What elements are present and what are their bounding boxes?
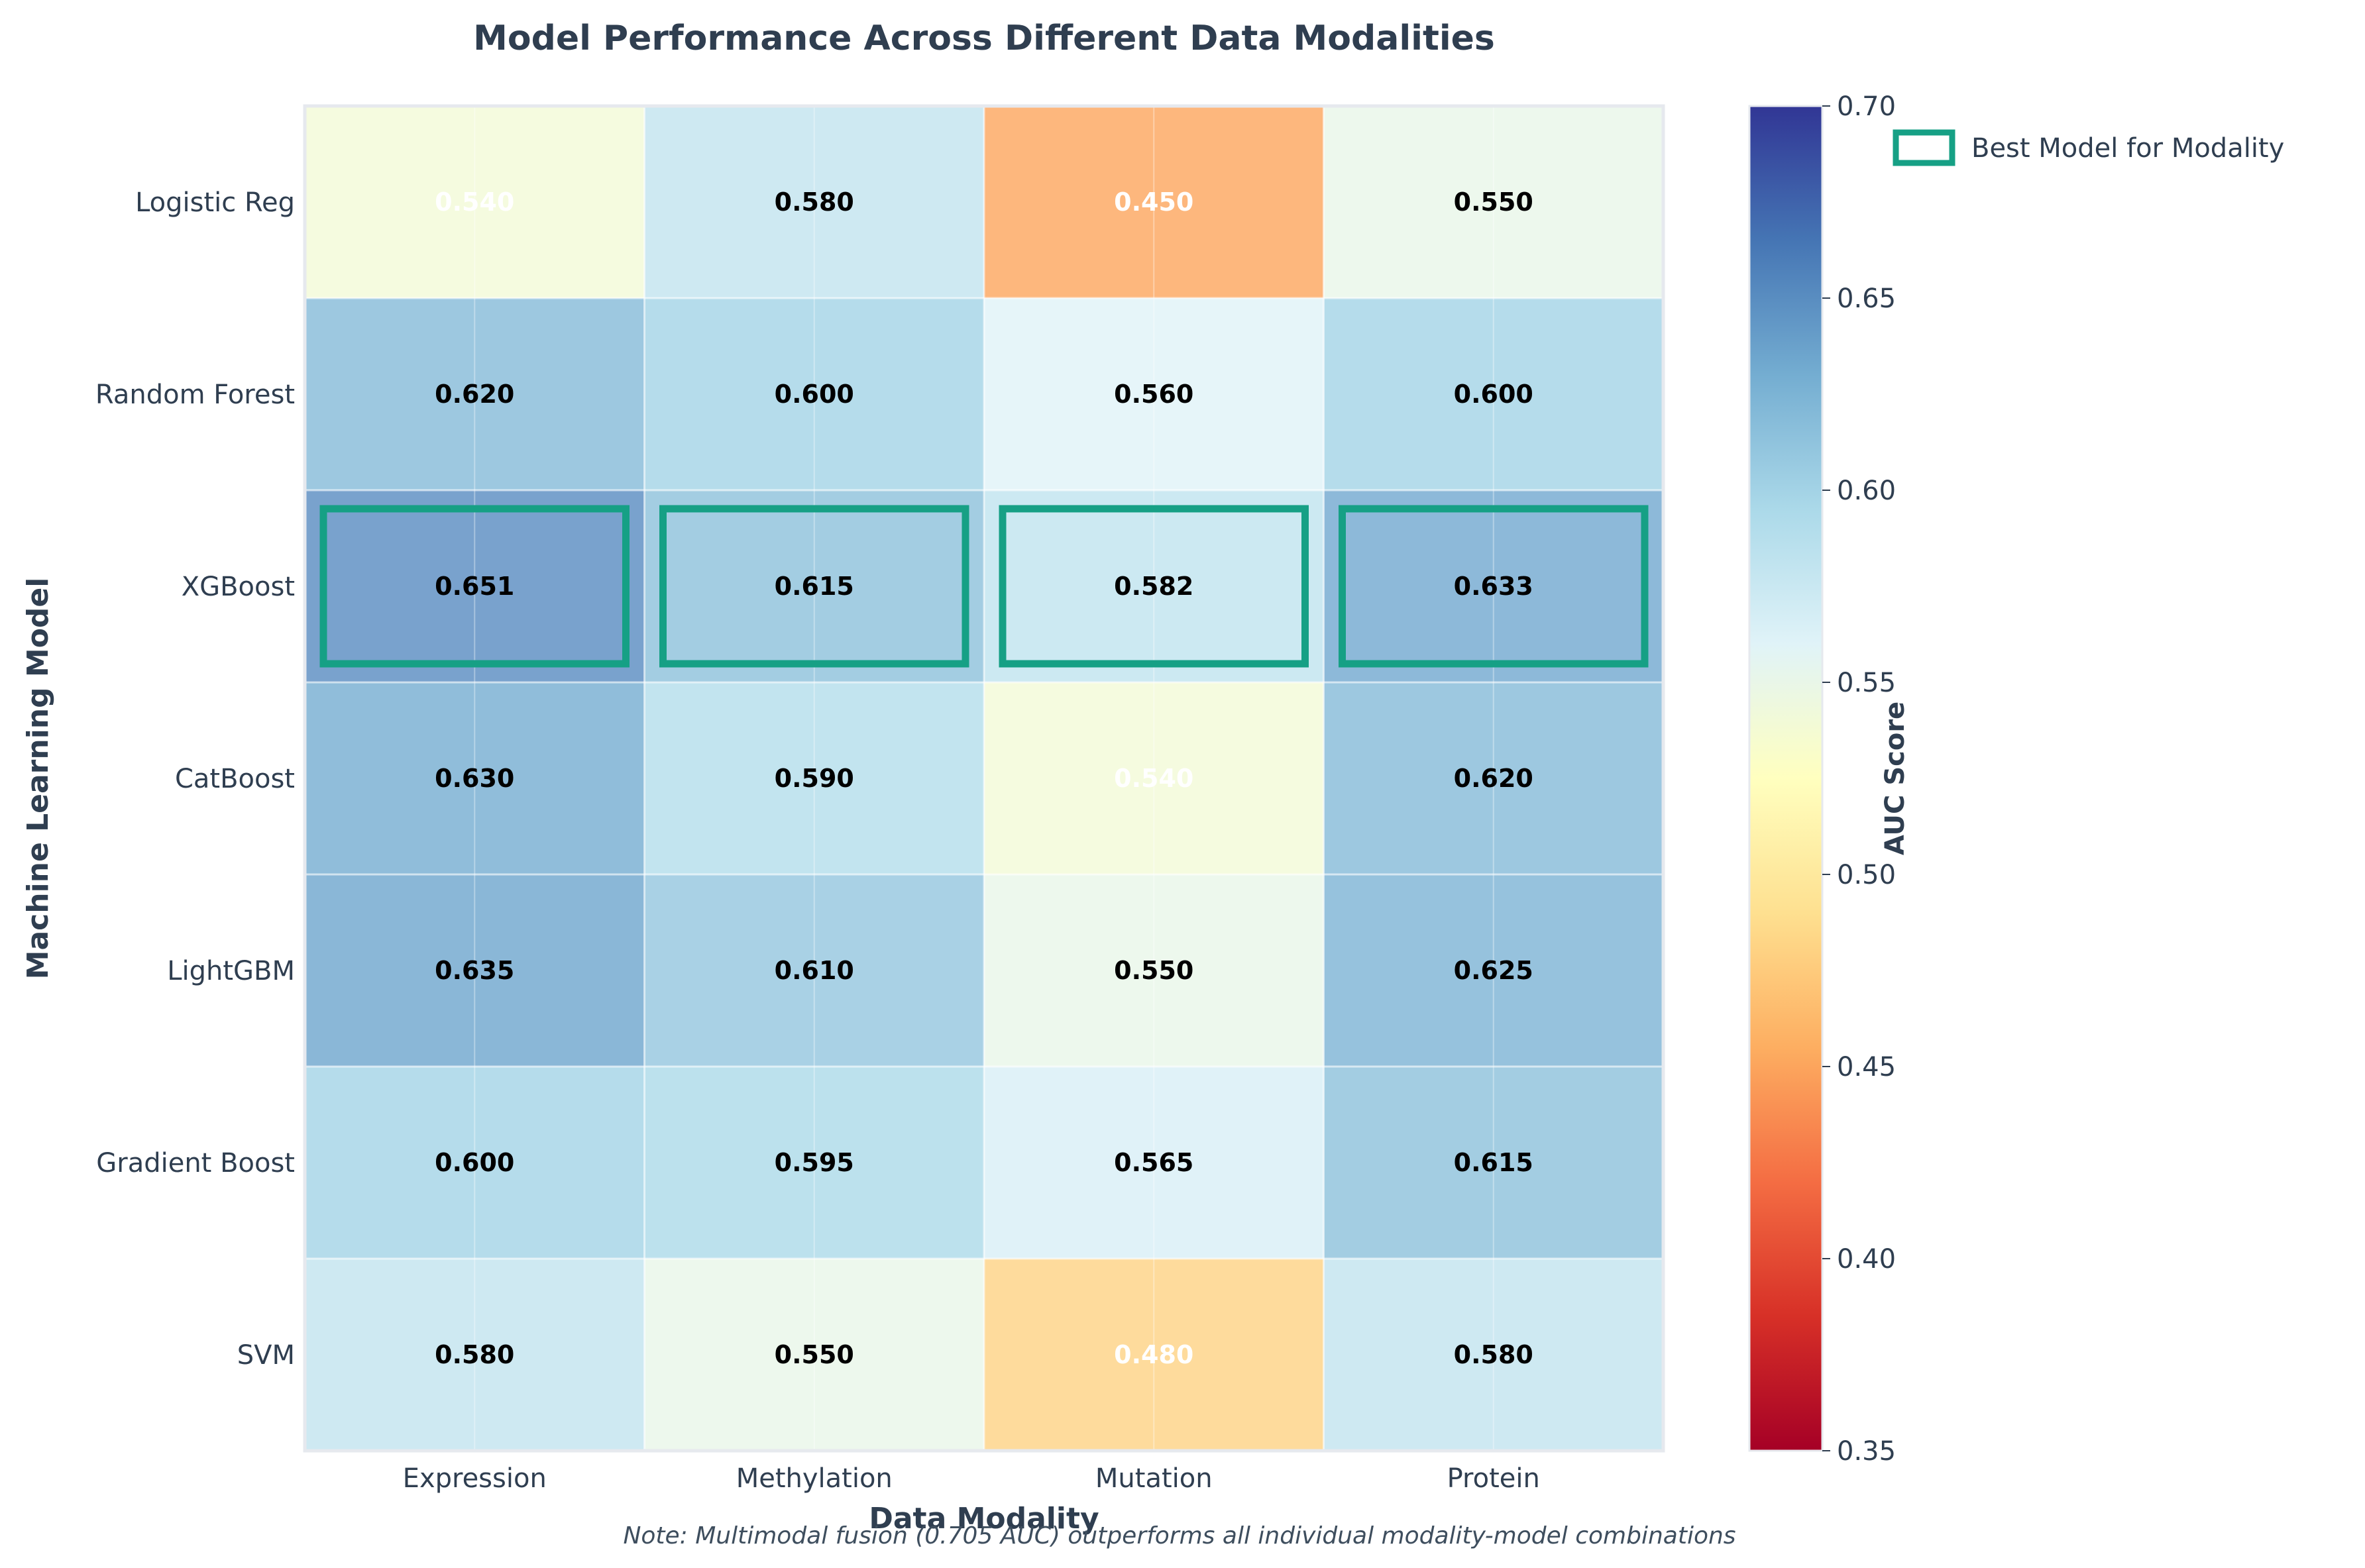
y-tick-label: SVM — [237, 1340, 295, 1371]
colorbar-tick-label: 0.35 — [1837, 1436, 1896, 1467]
heatmap-cell — [305, 298, 645, 490]
x-tick-label: Mutation — [1095, 1463, 1213, 1494]
legend-label: Best Model for Modality — [1971, 133, 2284, 164]
cell-value-label: 0.540 — [1114, 764, 1193, 793]
heatmap-cell — [984, 298, 1324, 490]
chart-title: Model Performance Across Different Data … — [473, 19, 1495, 58]
cell-value-label: 0.600 — [435, 1148, 514, 1177]
cell-value-label: 0.610 — [775, 956, 854, 985]
heatmap-cell — [1323, 298, 1663, 490]
cell-value-label: 0.582 — [1114, 572, 1193, 601]
heatmap-cell — [305, 874, 645, 1067]
y-tick-label: XGBoost — [182, 572, 295, 602]
colorbar-tick-label: 0.45 — [1837, 1052, 1896, 1082]
cell-value-label: 0.620 — [1454, 764, 1533, 793]
best-model-box — [999, 505, 1309, 668]
colorbar-label: AUC Score — [1880, 702, 1910, 855]
cell-value-label: 0.633 — [1454, 572, 1533, 601]
best-model-highlights — [319, 505, 1649, 668]
heatmap-cell — [984, 1067, 1324, 1259]
plot-frame — [303, 104, 1665, 1453]
cell-value-label: 0.615 — [775, 572, 854, 601]
heatmap-cell — [1323, 106, 1663, 298]
cell-value-label: 0.565 — [1114, 1148, 1193, 1177]
y-tick-label: CatBoost — [175, 764, 295, 794]
heatmap-cell — [644, 106, 984, 298]
y-tick-label: Gradient Boost — [96, 1148, 295, 1178]
heatmap-cell — [644, 874, 984, 1067]
cell-value-label: 0.450 — [1114, 187, 1193, 217]
heatmap-cell — [644, 682, 984, 874]
heatmap-cell — [644, 298, 984, 490]
legend-swatch — [1893, 129, 1955, 166]
cell-value-label: 0.615 — [1454, 1148, 1533, 1177]
cell-value-label: 0.620 — [435, 380, 514, 409]
colorbar-tick-label: 0.60 — [1837, 476, 1896, 506]
y-tick-label: LightGBM — [167, 956, 295, 986]
cell-value-label: 0.595 — [775, 1148, 854, 1177]
heatmap-cell — [984, 682, 1324, 874]
colorbar-tick-label: 0.55 — [1837, 668, 1896, 698]
cell-value-label: 0.630 — [435, 764, 514, 793]
best-model-box — [659, 505, 969, 668]
heatmap-cell — [305, 106, 645, 298]
heatmap-cell — [305, 1259, 645, 1451]
heatmap-cell — [1323, 682, 1663, 874]
y-tick-label: Logistic Reg — [135, 187, 295, 218]
heatmap-cell — [984, 1259, 1324, 1451]
heatmap-cell — [644, 1067, 984, 1259]
colorbar-tick-label: 0.50 — [1837, 860, 1896, 890]
x-axis-label: Data Modality — [869, 1502, 1099, 1536]
cell-value-label: 0.550 — [1114, 956, 1193, 985]
cell-value-labels: 0.540 0.580 0.450 0.550 0.620 0.600 0.560 0.600… — [435, 187, 1533, 1369]
heatmap-cell — [1323, 490, 1663, 682]
heatmap-cell — [305, 682, 645, 874]
best-model-box — [319, 505, 630, 668]
cell-value-label: 0.580 — [1454, 1340, 1533, 1369]
cell-value-label: 0.590 — [775, 764, 854, 793]
heatmap-cell — [305, 490, 645, 682]
heatmap-cells — [305, 106, 1663, 1451]
cell-value-label: 0.560 — [1114, 380, 1193, 409]
cell-value-label: 0.635 — [435, 956, 514, 985]
heatmap-cell — [1323, 1067, 1663, 1259]
cell-value-label: 0.651 — [435, 572, 514, 601]
colorbar-tick-label: 0.70 — [1837, 91, 1896, 122]
colorbar-tick-label: 0.65 — [1837, 284, 1896, 314]
heatmap-cell — [305, 1067, 645, 1259]
y-axis-label: Machine Learning Model — [21, 578, 55, 980]
cell-value-label: 0.625 — [1454, 956, 1533, 985]
colorbar — [1748, 105, 1824, 1452]
cell-value-label: 0.540 — [435, 187, 514, 217]
legend: Best Model for Modality — [1893, 129, 2284, 166]
cell-value-label: 0.600 — [1454, 380, 1533, 409]
best-model-box — [1339, 505, 1649, 668]
footnote: Note: Multimodal fusion (0.705 AUC) outp… — [623, 1522, 1735, 1549]
heatmap-cell — [1323, 874, 1663, 1067]
y-tick-labels: Logistic Reg Random Forest XGBoost CatBoost… — [95, 187, 295, 1371]
cell-value-label: 0.580 — [775, 187, 854, 217]
colorbar-tick-label: 0.40 — [1837, 1244, 1896, 1275]
heatmap-cell — [984, 106, 1324, 298]
heatmap-cell — [1323, 1259, 1663, 1451]
x-tick-label: Expression — [403, 1463, 547, 1494]
cell-value-label: 0.550 — [775, 1340, 854, 1369]
heatmap-cell — [644, 1259, 984, 1451]
x-tick-labels: Expression Methylation Mutation Protein — [403, 1463, 1540, 1494]
x-tick-label: Protein — [1447, 1463, 1540, 1494]
y-tick-label: Random Forest — [95, 380, 295, 410]
x-tick-label: Methylation — [736, 1463, 893, 1494]
cell-value-label: 0.480 — [1114, 1340, 1193, 1369]
heatmap-cell — [984, 874, 1324, 1067]
heatmap-cell — [984, 490, 1324, 682]
heatmap-cell — [644, 490, 984, 682]
cell-value-label: 0.550 — [1454, 187, 1533, 217]
colorbar-ticks: 0.35 0.40 0.45 0.50 0.55 0.60 0.65 0.70 — [1822, 91, 1896, 1467]
cell-value-label: 0.600 — [775, 380, 854, 409]
cell-value-label: 0.580 — [435, 1340, 514, 1369]
